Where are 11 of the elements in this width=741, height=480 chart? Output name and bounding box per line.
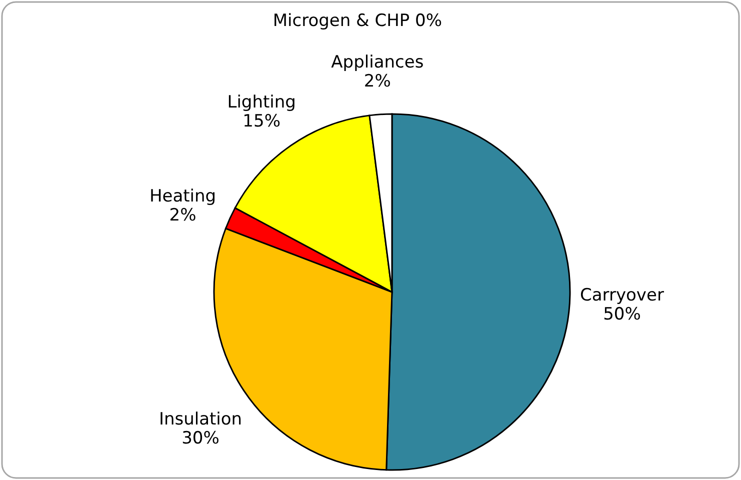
slice-label: Carryover xyxy=(580,286,664,306)
data-label: 30% xyxy=(182,428,220,448)
slice-label: Heating xyxy=(149,186,216,206)
slice-label: Lighting xyxy=(227,92,296,113)
data-label: 15% xyxy=(242,112,280,132)
category-label: Microgen & CHP 0% xyxy=(272,11,442,32)
data-label: 2% xyxy=(364,71,391,92)
slice-label: Insulation xyxy=(158,409,242,430)
slice-label: Appliances xyxy=(331,52,424,72)
data-label: 2% xyxy=(169,205,196,226)
data-label: 50% xyxy=(603,304,641,325)
